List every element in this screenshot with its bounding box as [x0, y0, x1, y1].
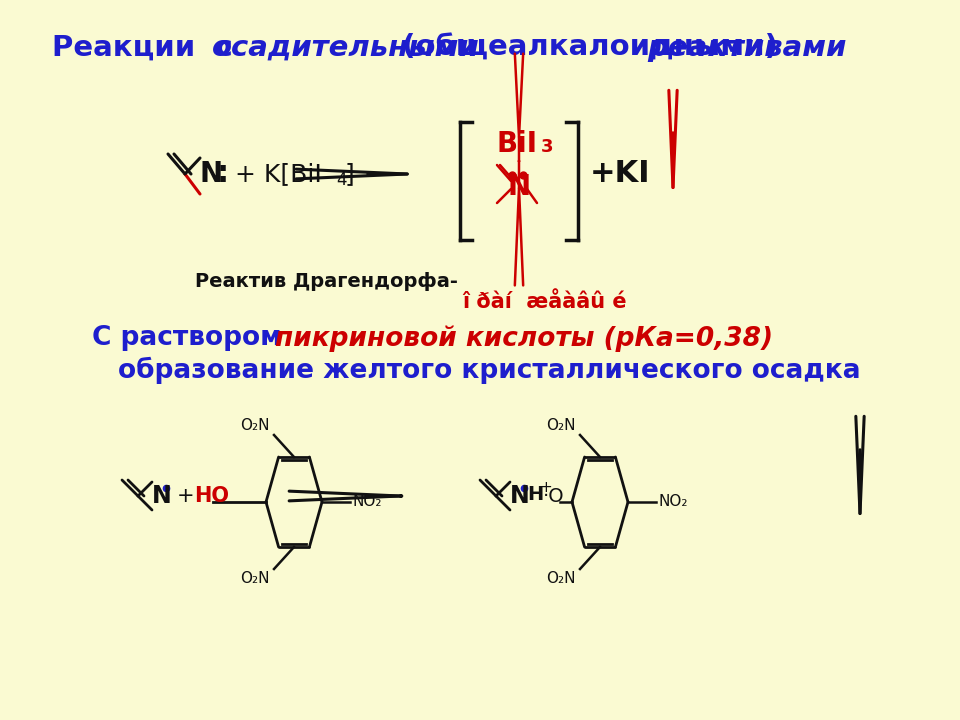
Text: 3: 3	[541, 138, 554, 156]
Text: NO₂: NO₂	[658, 495, 687, 510]
Text: +: +	[177, 486, 195, 506]
Text: î ðàí  æåàâû é: î ðàí æåàâû é	[462, 292, 627, 312]
Text: (общеалкалоидными): (общеалкалоидными)	[392, 34, 788, 62]
Text: BiI: BiI	[496, 130, 538, 158]
Text: реактивами: реактивами	[647, 34, 847, 62]
Text: O₂N: O₂N	[546, 571, 576, 586]
Text: O₂N: O₂N	[241, 418, 270, 433]
Text: ]: ]	[345, 162, 355, 186]
Text: N: N	[510, 484, 530, 508]
Text: N: N	[200, 160, 223, 188]
Text: 4: 4	[336, 171, 347, 189]
Text: H: H	[527, 485, 543, 503]
Text: NO₂: NO₂	[352, 495, 381, 510]
Text: O₂N: O₂N	[546, 418, 576, 433]
Text: пикриновой кислоты (рКа=0,38): пикриновой кислоты (рКа=0,38)	[275, 325, 773, 351]
Text: :: :	[217, 160, 229, 189]
Text: HO: HO	[194, 486, 229, 506]
Text: +: +	[539, 480, 552, 495]
Text: N: N	[152, 484, 172, 508]
Text: O₂N: O₂N	[241, 571, 270, 586]
Text: ·O: ·O	[543, 487, 564, 505]
Text: Реакции  с: Реакции с	[52, 34, 243, 62]
Text: + K[BiI: + K[BiI	[235, 162, 322, 186]
Text: осадительными: осадительными	[212, 34, 480, 62]
Text: Реактив Драгендорфа-: Реактив Драгендорфа-	[195, 272, 458, 291]
Text: образование желтого кристаллического осадка: образование желтого кристаллического оса…	[118, 357, 860, 384]
Text: С раствором: С раствором	[92, 325, 300, 351]
Text: N: N	[508, 173, 531, 201]
Text: +KI: +KI	[590, 160, 651, 189]
